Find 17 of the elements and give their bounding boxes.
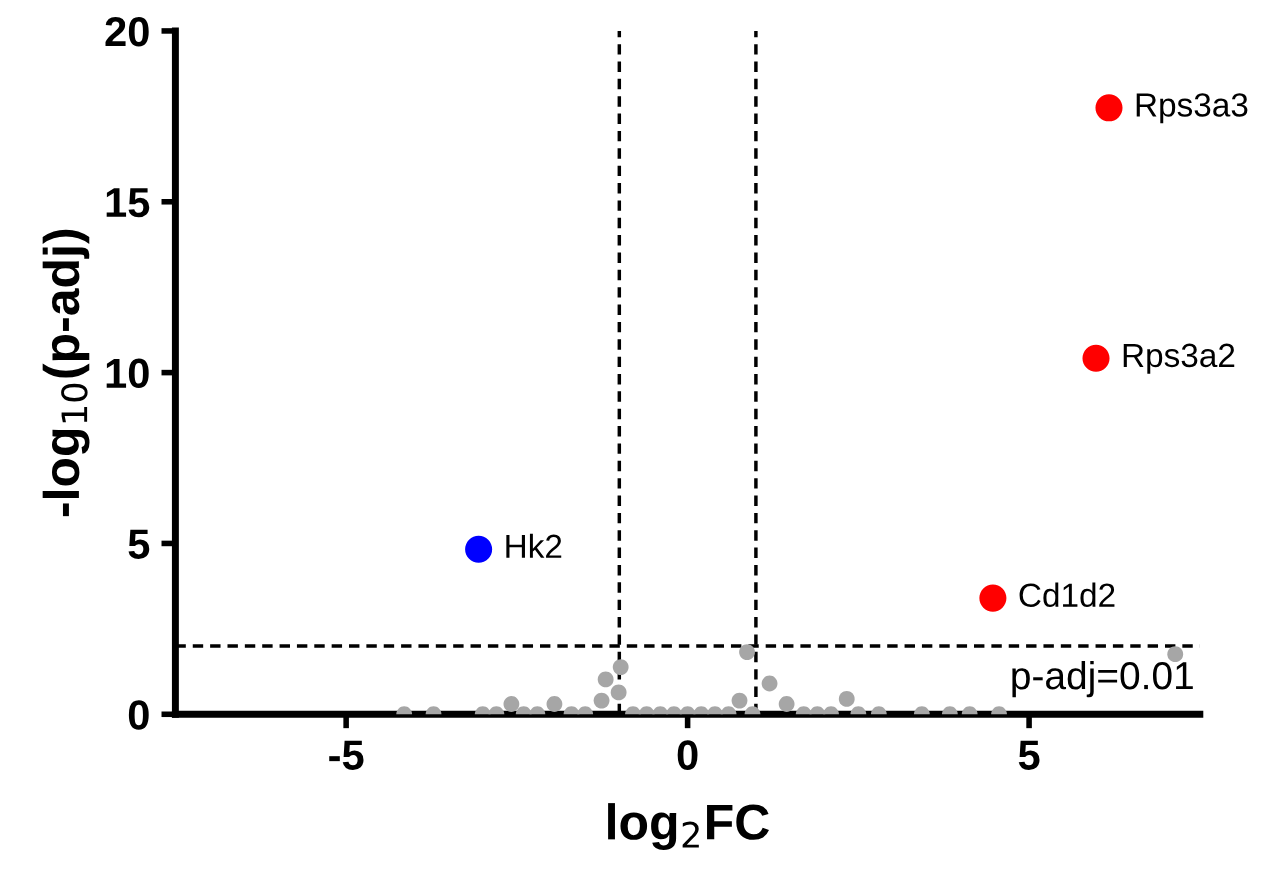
y-tick-label: 15 [106,188,150,218]
y-axis-title: -log$_{10}$(p-adj) [42,229,90,517]
annotation: Cd1d2 [1019,582,1115,608]
y-tick-label: 10 [106,358,149,389]
annotation: Rps3a2 [1123,343,1235,374]
y-tick-label: 5 [128,529,150,559]
annotation: Rps3a3 [1136,93,1248,124]
y-tick-label: 0 [128,700,149,730]
x-tick-label: -5 [329,740,364,770]
x-tick-label: 5 [1018,740,1040,770]
y-tick-label: 20 [105,16,149,47]
x-tick-label: 0 [677,740,698,770]
x-axis-title: log$_{2}$FC [608,803,769,850]
annotation: Hk2 [506,533,562,558]
point [1095,94,1123,122]
annotation: p-adj=0.01 [1012,660,1193,698]
point [1082,344,1110,372]
